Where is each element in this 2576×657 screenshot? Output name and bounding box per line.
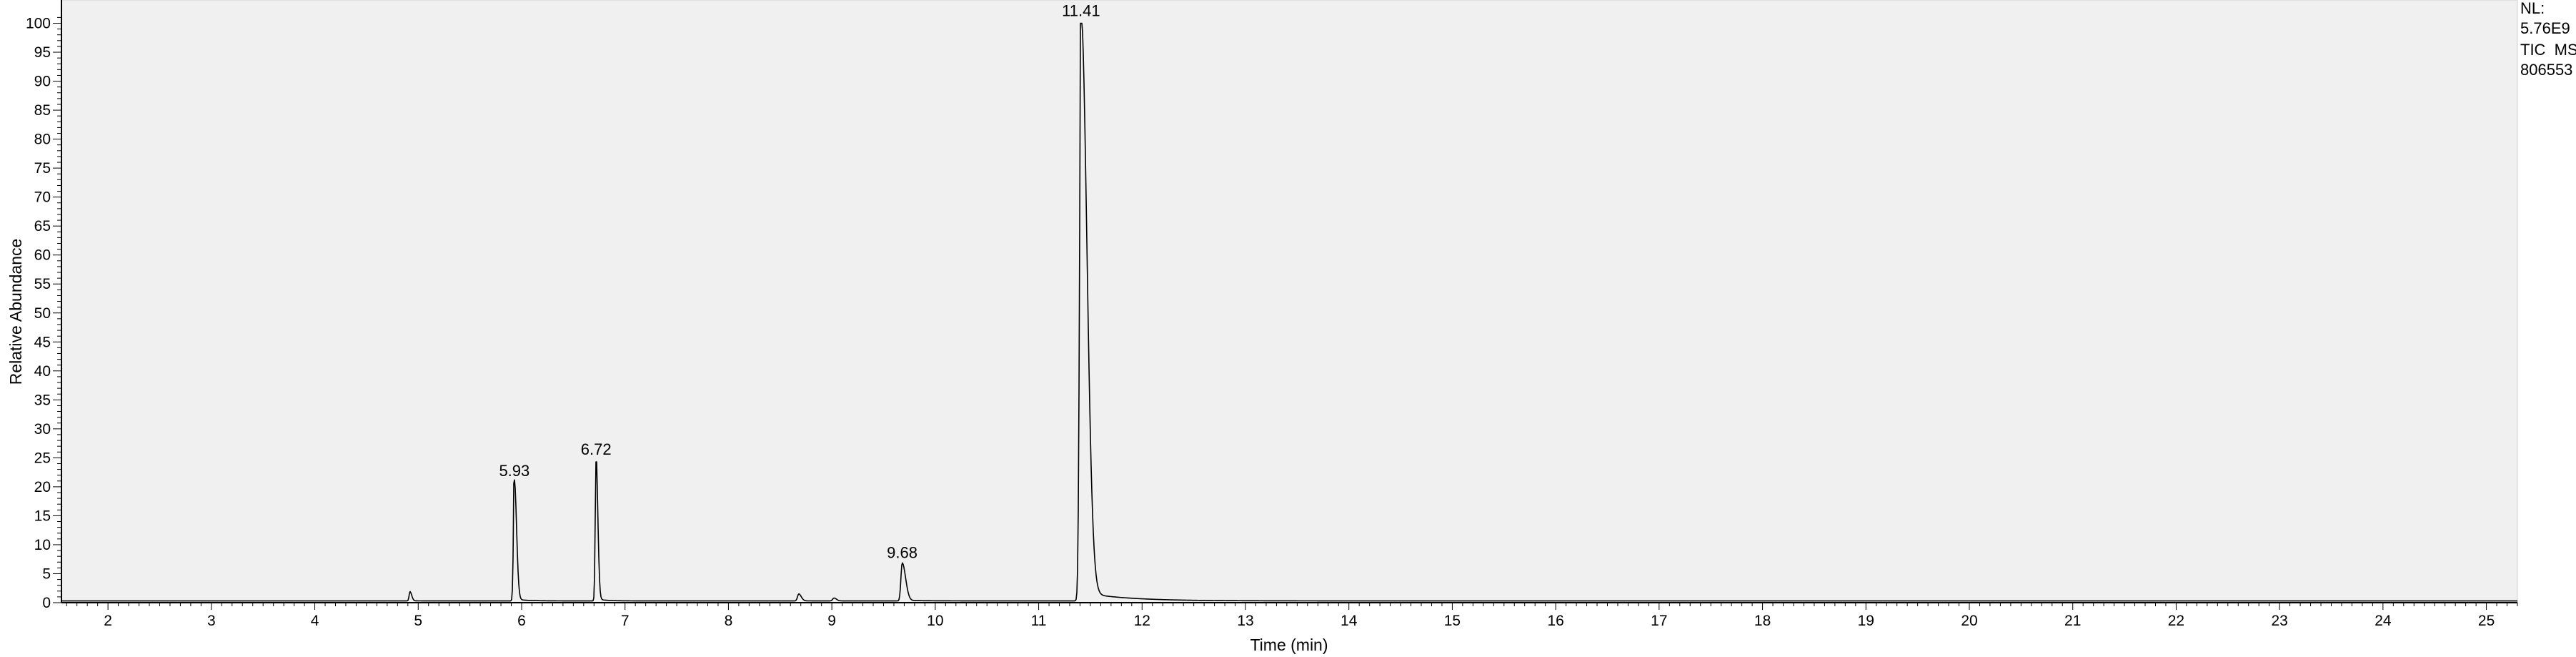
peak-labels: 5.93 6.72 9.68 11.41 [499,2,1100,562]
y-tick-label: 95 [34,44,51,61]
x-tick-label: 14 [1341,613,1358,629]
y-axis-title: Relative Abundance [6,239,25,385]
y-tick-label: 70 [34,189,51,206]
x-tick-label: 17 [1651,613,1667,629]
x-tick-label: 10 [927,613,943,629]
x-tick-label: 19 [1858,613,1874,629]
y-tick-label: 25 [34,450,51,466]
y-tick-label: 55 [34,276,51,292]
y-tick-label: 60 [34,247,51,264]
y-tick-label: 65 [34,218,51,234]
x-tick-label: 22 [2168,613,2184,629]
x-tick-label: 6 [517,613,526,629]
x-tick-label: 2 [104,613,112,629]
y-tick-label: 20 [34,479,51,495]
x-tick-label: 5 [414,613,422,629]
y-tick-label: 100 [26,16,51,32]
y-tick-label: 80 [34,132,51,148]
y-tick-label: 10 [34,537,51,553]
y-tick-label: 75 [34,160,51,177]
y-tick-label: 0 [42,595,51,611]
y-tick-label: 40 [34,363,51,380]
x-tick-label: 25 [2478,613,2495,629]
x-tick-label: 18 [1754,613,1771,629]
x-tick-label: 20 [1961,613,1977,629]
y-axis-ticks: 0 5 10 15 20 25 30 35 40 45 50 55 60 65 70 75 80 85 90 95 10… [26,16,61,611]
y-tick-label: 85 [34,102,51,119]
x-tick-label: 13 [1237,613,1253,629]
info-file-id: 806553 [2520,61,2572,79]
info-block: NL: 5.76E9 TIC MS 806553 [2520,0,2576,79]
y-tick-label: 90 [34,74,51,90]
x-tick-label: 7 [621,613,630,629]
y-tick-label: 5 [42,565,51,582]
peak-label: 5.93 [499,462,529,480]
x-tick-label: 15 [1444,613,1461,629]
x-tick-label: 24 [2374,613,2392,629]
y-tick-label: 50 [34,305,51,322]
info-nl-value: 5.76E9 [2520,19,2570,37]
x-tick-label: 11 [1031,613,1047,629]
plot-area [61,0,2518,603]
x-axis-title: Time (min) [1250,636,1328,654]
x-tick-label: 9 [827,613,836,629]
x-tick-label: 12 [1134,613,1150,629]
peak-label: 9.68 [887,543,917,561]
y-tick-label: 30 [34,421,51,438]
y-tick-label: 15 [34,508,51,524]
info-scan-type: TIC MS [2520,41,2576,59]
x-axis-ticks: 2 3 4 5 6 7 8 9 10 11 12 13 14 15 16 17 18 19 20 21 22 23 24 25 [66,603,2518,629]
y-tick-label: 45 [34,334,51,350]
peak-label: 6.72 [581,440,612,458]
x-tick-label: 3 [207,613,216,629]
tic-trace [61,22,2517,602]
peak-label: 11.41 [1062,2,1100,20]
x-tick-label: 8 [725,613,733,629]
x-tick-label: 4 [311,613,319,629]
x-tick-label: 16 [1547,613,1563,629]
x-tick-label: 21 [2064,613,2081,629]
x-tick-label: 23 [2271,613,2287,629]
y-tick-label: 35 [34,392,51,408]
info-nl-label: NL: [2520,0,2545,17]
